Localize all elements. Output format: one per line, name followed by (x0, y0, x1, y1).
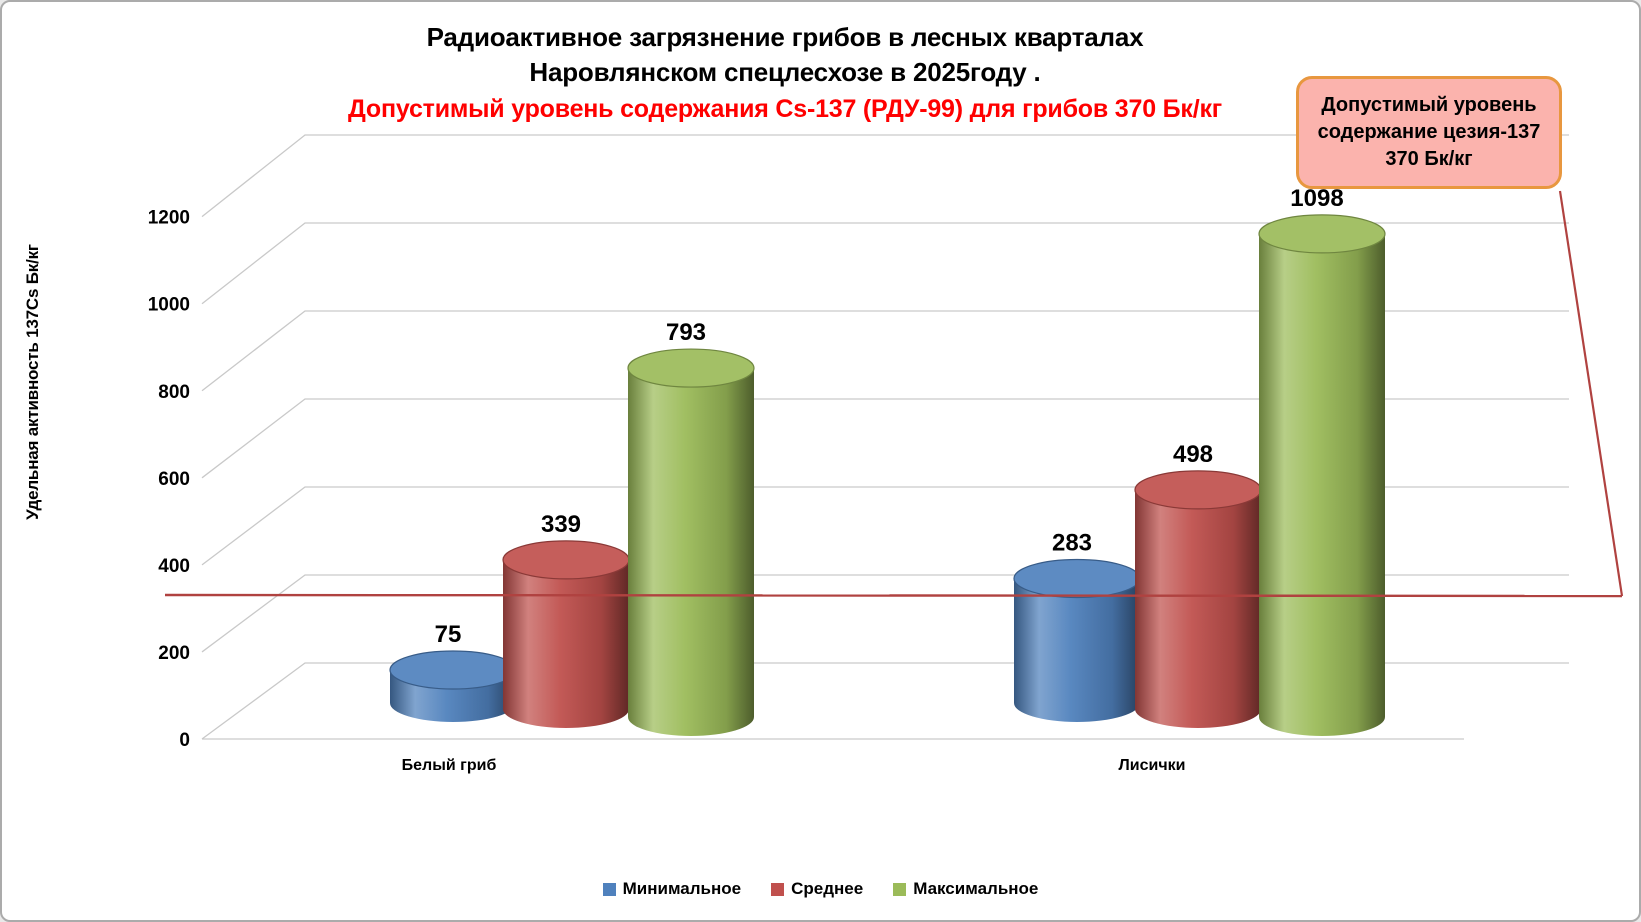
cylinder-0-cat-1 (1014, 578, 1140, 722)
data-label-283: 283 (1052, 529, 1092, 556)
data-label-793: 793 (666, 319, 706, 346)
y-tick-label-800: 800 (158, 382, 190, 403)
limit-callout-line3: 370 Бк/кг (1385, 148, 1473, 170)
gridline-1000 (201, 222, 1569, 305)
cylinder-top-2-cat-0 (627, 348, 755, 388)
y-tick-label-0: 0 (179, 730, 190, 751)
limit-callout-line2: содержание цезия-137 (1317, 121, 1541, 143)
y-tick-label-400: 400 (158, 556, 190, 577)
chart-title-line1: Радиоактивное загрязнение грибов в лесны… (426, 22, 1144, 52)
limit-line-370 (164, 593, 1623, 598)
legend-item-minimum: Минимальное (602, 879, 742, 899)
cylinder-0-cat-0 (390, 670, 516, 722)
y-tick-label-600: 600 (158, 469, 190, 490)
cylinder-top-1-cat-0 (502, 540, 630, 580)
cylinder-top-0-cat-0 (389, 650, 517, 690)
cylinder-2-cat-0 (628, 368, 754, 736)
cylinder-1-cat-1 (1135, 489, 1261, 728)
cylinder-top-0-cat-1 (1013, 558, 1141, 599)
callout-leader-line (1558, 190, 1624, 597)
legend-label-maximum: Максимальное (913, 879, 1039, 898)
data-label-498: 498 (1173, 441, 1213, 468)
legend-swatch-green (893, 882, 907, 896)
legend-swatch-red (771, 882, 785, 896)
y-tick-label-1000: 1000 (148, 295, 190, 316)
y-tick-label-1200: 1200 (148, 208, 190, 229)
cylinder-1-cat-0 (503, 559, 629, 728)
y-axis-title: Удельная активность 137Cs Бк/кг (23, 244, 42, 520)
gridline-1200 (201, 134, 1569, 218)
data-label-75: 75 (435, 621, 462, 648)
category-label-2: Лисички (1119, 757, 1186, 774)
cylinder-top-1-cat-1 (1134, 470, 1262, 510)
gridline-600 (201, 398, 1569, 479)
chart-title-line2: Наровлянском спецлесхозе в 2025году . (529, 57, 1041, 87)
category-label-1: Белый гриб (402, 757, 497, 774)
y-tick-label-200: 200 (158, 643, 190, 664)
chart-title: Радиоактивное загрязнение грибов в лесны… (280, 20, 1290, 126)
data-label-339: 339 (541, 511, 581, 538)
legend-item-average: Среднее (771, 879, 863, 899)
chart-subtitle-limit: Допустимый уровень содержания Cs-137 (РД… (347, 95, 1223, 123)
chart-legend: Минимальное Среднее Максимальное (2, 879, 1639, 899)
limit-callout-line1: Допустимый уровень (1321, 94, 1537, 116)
gridline-800 (201, 310, 1569, 392)
legend-item-maximum: Максимальное (893, 879, 1038, 899)
cylinder-2-cat-1 (1259, 233, 1385, 736)
legend-label-minimum: Минимальное (622, 879, 742, 898)
limit-callout: Допустимый уровень содержание цезия-137 … (1296, 76, 1562, 189)
cylinder-top-2-cat-1 (1258, 214, 1386, 254)
legend-swatch-blue (602, 882, 616, 896)
legend-label-average: Среднее (791, 879, 864, 898)
data-label-1098: 1098 (1290, 185, 1343, 212)
